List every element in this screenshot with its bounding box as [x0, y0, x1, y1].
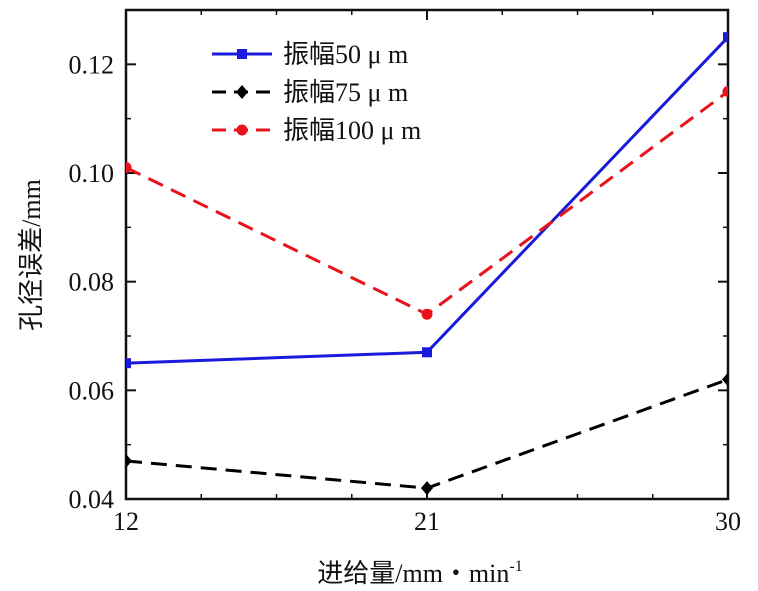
- series-1: [126, 32, 728, 369]
- y-tick-label: 0.04: [69, 485, 115, 514]
- y-axis-ticks: 0.04 0.06 0.08 0.10 0.12: [69, 50, 728, 514]
- legend-item: 振幅50 μ m: [212, 40, 408, 69]
- plot-frame: [124, 8, 730, 501]
- series-3: [126, 86, 728, 320]
- x-tick-label: 21: [414, 507, 440, 536]
- legend-item: 振幅75 μ m: [212, 78, 408, 107]
- legend-swatch-marker: [236, 124, 248, 136]
- plot-area: [124, 8, 730, 501]
- data-point: [422, 347, 432, 358]
- x-tick-label: 30: [715, 507, 741, 536]
- data-point: [421, 308, 433, 320]
- series-line: [126, 378, 728, 490]
- data-point: [126, 358, 131, 369]
- legend-item: 振幅100 μ m: [212, 116, 421, 145]
- legend-swatch-marker: [237, 49, 247, 59]
- y-tick-label: 0.08: [69, 268, 115, 297]
- series-2: [126, 372, 728, 496]
- data-point: [126, 162, 132, 174]
- legend-swatch-marker: [236, 85, 248, 99]
- data-point: [722, 372, 728, 387]
- data-point: [722, 86, 728, 97]
- legend-label: 振幅75 μ m: [283, 78, 408, 107]
- legend-label: 振幅100 μ m: [283, 116, 421, 145]
- x-axis-title: 进给量/mm・min-1: [317, 558, 522, 588]
- legend: 振幅50 μ m 振幅75 μ m 振幅100 μ m: [212, 40, 421, 145]
- y-tick-label: 0.12: [69, 50, 115, 79]
- data-point: [723, 32, 728, 43]
- x-axis-title-superscript: -1: [509, 558, 522, 575]
- series-layer: [126, 32, 728, 496]
- y-tick-label: 0.10: [69, 159, 115, 188]
- series-line: [126, 90, 728, 317]
- y-tick-label: 0.06: [69, 376, 115, 405]
- legend-label: 振幅50 μ m: [283, 40, 408, 69]
- y-axis-title: 孔径误差/mm: [17, 179, 46, 331]
- x-axis-title-main: 进给量/mm・min: [317, 559, 509, 588]
- data-point: [126, 453, 132, 468]
- x-axis-ticks: 12 21 30: [113, 10, 741, 536]
- data-point: [421, 481, 433, 496]
- x-tick-label: 12: [113, 507, 139, 536]
